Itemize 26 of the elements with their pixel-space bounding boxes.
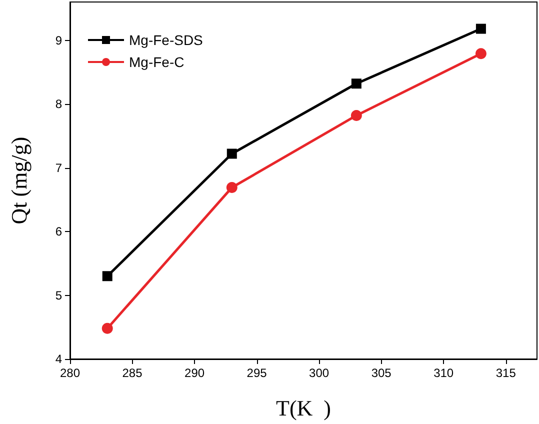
y-tick-label: 4 [55,352,62,366]
x-tick-label: 300 [309,366,330,380]
point [476,24,486,34]
y-tick-label: 9 [55,33,62,48]
y-tick-label: 8 [55,97,62,111]
x-tick-label: 310 [434,366,454,380]
point [102,322,113,334]
legend-label: Mg-Fe-SDS [129,32,203,48]
x-tick-label: 295 [246,366,268,380]
x-tick-label: 290 [184,366,205,380]
point [226,148,237,159]
point [351,78,362,89]
y-tick-label: 6 [55,224,62,238]
x-tick-label: 315 [496,366,516,380]
point [226,182,238,194]
y-tick-label: 7 [55,160,62,175]
point [475,48,486,60]
x-tick-label: 280 [60,366,80,380]
x-tick-label: 285 [122,366,143,380]
legend-label: Mg-Fe-C [129,54,184,70]
x-tick-label: 305 [371,366,392,380]
y-tick-label: 5 [55,288,62,302]
point [102,271,112,282]
y-axis-title: Qt (mg/g) [6,136,32,224]
x-axis-title: T(K ) [276,396,331,420]
point [350,110,362,121]
